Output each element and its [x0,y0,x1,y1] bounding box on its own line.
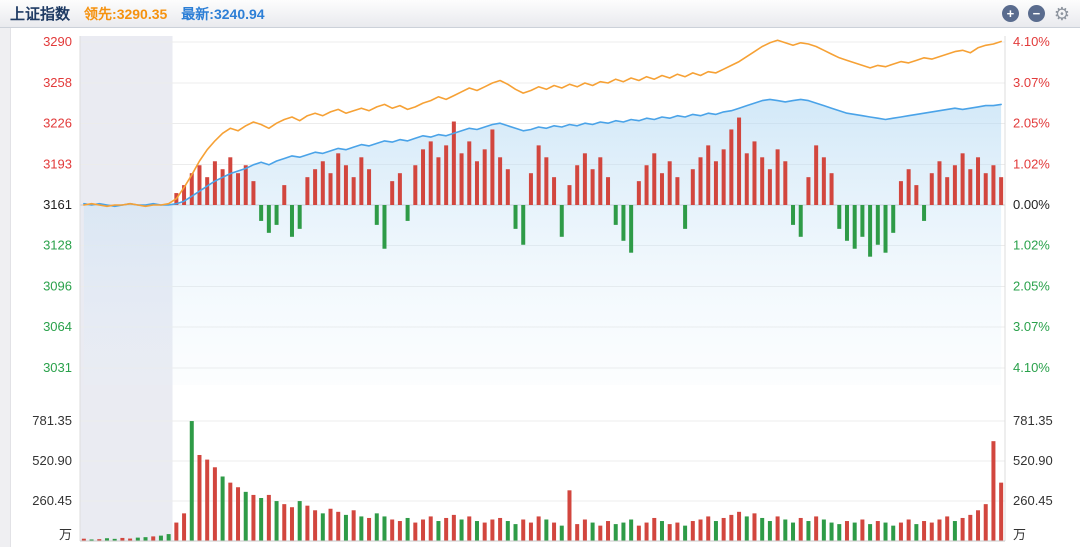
price-tick: 3193 [43,156,72,171]
price-tick: 3226 [43,116,72,131]
volume-axis-labels: 781.35 781.35 520.90 520.90 260.45 260.45 万 万 [32,413,1053,542]
plot-border [79,36,1006,542]
zoom-in-button[interactable]: + [1001,5,1019,22]
index-title: 上证指数 [10,6,71,23]
volume-tick: 260.45 [32,493,72,508]
last-quote: 最新:3240.94 [181,4,264,24]
last-label: 最新: [181,5,214,22]
percent-tick: 2.05% [1013,279,1050,294]
settings-gear-icon[interactable]: ⚙ [1053,3,1070,24]
price-tick: 3258 [43,75,72,90]
volume-unit: 万 [59,527,72,542]
lead-line [83,39,1002,208]
lead-value: 3290.35 [116,5,168,22]
price-tick: 3161 [43,197,72,212]
last-value: 3240.94 [213,5,265,22]
volume-tick: 520.90 [1013,453,1053,468]
percent-tick: 3.07% [1013,75,1050,90]
price-tick: 3128 [43,238,72,253]
price-tick: 3290 [43,34,72,49]
percent-tick: 3.07% [1013,319,1050,334]
percent-tick: 1.02% [1013,156,1050,171]
volume-tick: 781.35 [1013,413,1053,428]
header-toolbar: + − ⚙ [1001,3,1070,24]
percent-tick: 1.02% [1013,238,1050,253]
delta-bars [174,117,1004,257]
volume-unit: 万 [1013,527,1026,542]
volume-tick: 260.45 [1013,493,1053,508]
lead-label: 领先: [84,5,117,22]
volume-tick: 781.35 [32,413,72,428]
zoom-out-button[interactable]: − [1027,5,1045,22]
volume-tick: 520.90 [32,453,72,468]
percent-tick: 4.10% [1013,360,1050,375]
price-tick: 3031 [43,360,72,375]
price-area-fill [83,99,1002,386]
volume-grid [80,420,1005,502]
percent-tick: 2.05% [1013,116,1050,131]
intraday-chart[interactable]: 3290 4.10% 3258 3.07% 3226 2.05% 3193 1.02% 3161… [0,28,1080,547]
price-line [83,98,1002,208]
axis-labels: 3290 4.10% 3258 3.07% 3226 2.05% 3193 1.02% 3161… [43,34,1050,375]
volume-bars [81,421,1004,541]
price-tick: 3064 [43,319,72,334]
percent-tick: 0.00% [1013,197,1050,212]
lead-quote: 领先:3290.35 [84,4,167,24]
left-edge-strip [0,28,11,547]
title-bar: 上证指数 领先:3290.35 最新:3240.94 + − ⚙ [0,0,1080,28]
percent-tick: 4.10% [1013,34,1050,49]
price-tick: 3096 [43,279,72,294]
